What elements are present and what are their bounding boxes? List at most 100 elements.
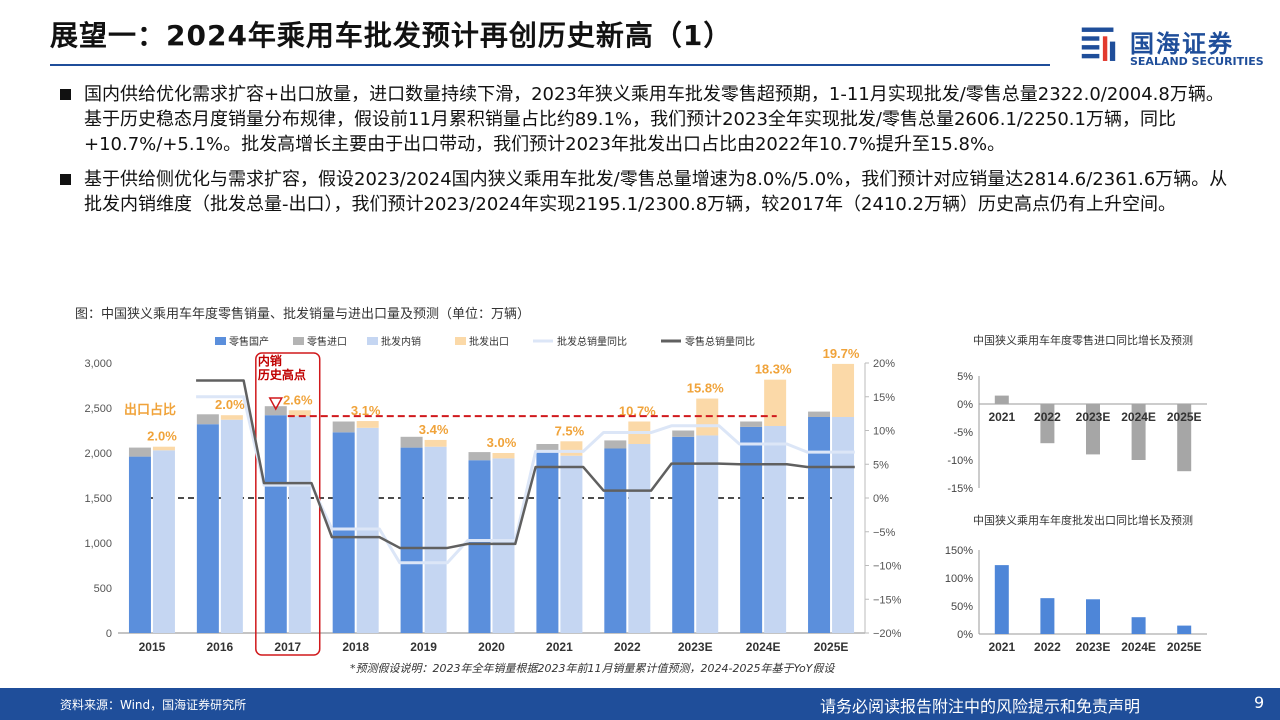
export-share-label: 2.0%	[147, 429, 177, 444]
y-tick-label: -5%	[953, 427, 973, 439]
growth-bar	[994, 565, 1009, 634]
bar-wholesale-domestic	[764, 426, 787, 633]
bar-retail-domestic	[808, 417, 831, 633]
bullet-square-icon	[60, 89, 71, 100]
bar-wholesale-domestic	[628, 444, 651, 633]
y2-tick-label: 20%	[873, 358, 895, 370]
growth-bar	[1086, 404, 1100, 455]
bar-retail-import	[468, 452, 491, 461]
y-tick-label: -15%	[947, 483, 973, 493]
peak-marker-icon	[268, 397, 284, 411]
legend-swatch	[293, 337, 304, 345]
page-number: 9	[1254, 693, 1265, 712]
legend-swatch	[367, 337, 378, 345]
growth-bar	[994, 395, 1009, 404]
bar-wholesale-export	[288, 410, 311, 417]
bar-wholesale-domestic	[492, 458, 515, 633]
growth-bar	[1177, 404, 1192, 472]
line-retail-growth	[196, 379, 855, 550]
y-tick-label: 5%	[957, 371, 973, 383]
y-tick-label: 500	[94, 583, 112, 595]
y-tick-label: 3,000	[84, 358, 112, 370]
x-tick-label: 2022	[1034, 410, 1061, 424]
bar-wholesale-domestic	[288, 416, 311, 633]
x-tick-label: 2023E	[678, 640, 713, 654]
bar-wholesale-export	[492, 453, 515, 459]
page-title: 展望一：2024年乘用车批发预计再创历史新高（1）	[50, 19, 733, 52]
main-chart: 零售国产 零售进口 批发内销 批发出口 批发总销量同比 零售总销量同比 0 500 1,000 1…	[84, 335, 902, 656]
bar-retail-import	[808, 411, 831, 417]
y-tick-label: 50%	[951, 601, 973, 613]
growth-bar	[1086, 599, 1100, 634]
x-tick-label: 2019	[410, 640, 437, 654]
bar-retail-import	[264, 406, 287, 416]
x-tick-label: 2024E	[1121, 410, 1156, 424]
legend-label: 零售国产	[229, 335, 269, 348]
legend-label: 批发总销量同比	[557, 335, 627, 348]
y-tick-label: 150%	[945, 545, 973, 557]
legend-label: 零售总销量同比	[685, 335, 755, 348]
bullet-item: 国内供给优化需求扩容+出口放量，进口数量持续下滑，2023年狭义乘用车批发零售超…	[56, 82, 1236, 157]
bar-retail-domestic	[400, 447, 423, 633]
export-share-label: 2.6%	[283, 392, 313, 407]
annotation-peak: 历史高点	[258, 367, 306, 382]
x-tick-label: 2025E	[1167, 640, 1202, 654]
logo-english: SEALAND SECURITIES	[1130, 55, 1264, 68]
x-tick-label: 2024E	[746, 640, 781, 654]
export-growth-chart: 中国狭义乘用车年度批发出口同比增长及预测 0% 50% 100% 150% 2021 202…	[945, 513, 1207, 654]
x-tick-label: 2015	[139, 640, 166, 654]
export-share-label: 7.5%	[555, 423, 585, 438]
x-tick-label: 2018	[342, 640, 369, 654]
bar-retail-import	[332, 421, 355, 433]
bar-retail-domestic	[196, 424, 219, 633]
bar-wholesale-domestic	[220, 419, 243, 633]
bar-retail-domestic	[332, 432, 355, 633]
bullet-text: 国内供给优化需求扩容+出口放量，进口数量持续下滑，2023年狭义乘用车批发零售超…	[84, 84, 1224, 155]
export-share-label: 3.4%	[419, 422, 449, 437]
export-share-label: 3.0%	[487, 435, 517, 450]
annotation-export-share: 出口占比	[124, 402, 176, 417]
y-tick-label: 2,500	[84, 403, 112, 415]
bar-retail-domestic	[468, 460, 491, 633]
bar-retail-domestic	[264, 415, 287, 633]
export-share-label: 3.1%	[351, 403, 381, 418]
growth-bar	[1040, 404, 1055, 444]
x-tick-label: 2021	[988, 410, 1015, 424]
y2-tick-label: −10%	[873, 561, 902, 573]
bar-retail-import	[740, 421, 763, 427]
forecast-note: *预测假设说明：2023年全年销量根据2023年前11月销量累计值预测，2024…	[350, 662, 835, 675]
bar-retail-domestic	[672, 436, 695, 633]
side-chart-title: 中国狭义乘用车年度零售进口同比增长及预测	[973, 333, 1193, 347]
y2-tick-label: −20%	[873, 628, 902, 640]
x-tick-label: 2020	[478, 640, 505, 654]
y2-tick-label: 5%	[873, 459, 889, 471]
logo-icon	[1081, 27, 1116, 61]
x-tick-label: 2021	[546, 640, 573, 654]
y-tick-label: 2,000	[84, 448, 112, 460]
footer-source: 资料来源：Wind，国海证券研究所	[60, 698, 247, 712]
y-tick-label: 0%	[957, 629, 973, 641]
bar-retail-domestic	[740, 426, 763, 633]
bar-retail-import	[536, 444, 559, 453]
bar-retail-import	[196, 414, 219, 425]
export-share-label: 2.0%	[215, 397, 245, 412]
bar-retail-import	[128, 447, 151, 457]
y-tick-label: 100%	[945, 573, 973, 585]
x-tick-label: 2022	[614, 640, 641, 654]
bar-wholesale-domestic	[832, 417, 855, 633]
x-tick-label: 2024E	[1121, 640, 1156, 654]
y-tick-label: 1,000	[84, 538, 112, 550]
bar-wholesale-domestic	[152, 450, 175, 633]
import-growth-chart: 中国狭义乘用车年度零售进口同比增长及预测 -15% -10% -5% 0% 5% 2021 2…	[947, 333, 1207, 493]
legend-swatch	[455, 337, 466, 345]
bullet-text: 基于供给侧优化与需求扩容，假设2023/2024国内狭义乘用车批发/零售总量增速…	[84, 169, 1228, 215]
export-share-label: 18.3%	[755, 362, 792, 377]
bullet-square-icon	[60, 174, 71, 185]
y2-tick-label: 10%	[873, 426, 895, 438]
growth-bar	[1040, 598, 1055, 634]
bar-wholesale-export	[832, 363, 855, 417]
side-chart-title: 中国狭义乘用车年度批发出口同比增长及预测	[973, 513, 1193, 527]
x-tick-label: 2023E	[1076, 410, 1111, 424]
growth-bar	[1177, 625, 1192, 634]
x-tick-label: 2022	[1034, 640, 1061, 654]
